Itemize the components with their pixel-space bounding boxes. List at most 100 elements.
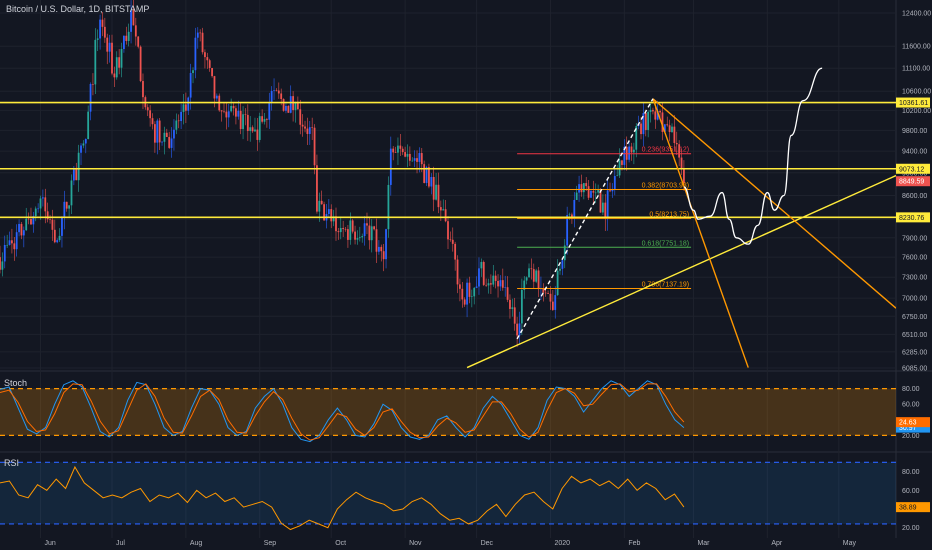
- candle-body: [389, 148, 392, 185]
- candle-body: [661, 112, 664, 132]
- candle-body: [280, 93, 283, 100]
- candle-body: [108, 42, 111, 52]
- candle-body: [301, 124, 304, 127]
- candle-body: [51, 219, 54, 230]
- level-tag-text: 8230.76: [899, 215, 924, 222]
- candle-body: [347, 229, 349, 240]
- candle-body: [318, 200, 321, 212]
- candle-body: [96, 38, 99, 40]
- candle-body: [258, 116, 261, 140]
- rsi-pane[interactable]: [0, 461, 896, 531]
- candle-body: [675, 142, 678, 145]
- candle-body: [46, 211, 49, 220]
- y-tick-label: 9000.00: [902, 170, 927, 177]
- candle-body: [606, 190, 609, 219]
- fib-label: 0.786(7137.19): [642, 281, 689, 288]
- candle-body: [311, 127, 314, 128]
- candle-body: [211, 67, 213, 77]
- candle-body: [649, 109, 652, 112]
- candle-body: [349, 220, 352, 240]
- y-tick-label: 11600.00: [902, 44, 931, 51]
- candle-body: [44, 197, 47, 212]
- candle-body: [220, 110, 223, 112]
- level-tag: [896, 97, 930, 108]
- candle-body: [332, 216, 335, 222]
- candle-body: [480, 261, 483, 269]
- candle-body: [72, 168, 75, 181]
- fib-label: 0.618(7751.18): [642, 240, 689, 247]
- candle-body: [671, 126, 673, 132]
- candle-body: [182, 104, 185, 112]
- level-tag: [896, 163, 930, 174]
- band-fill: [0, 462, 896, 524]
- last-price-tag-text: 8849.59: [899, 179, 924, 186]
- x-tick-label: Aug: [190, 540, 203, 547]
- candle-body: [399, 145, 402, 149]
- candle-body: [61, 217, 63, 236]
- candle-body: [335, 216, 337, 232]
- candle-body: [25, 218, 28, 231]
- candle-body: [444, 209, 447, 222]
- trendline: [652, 98, 896, 309]
- candle-body: [373, 226, 376, 230]
- candle-body: [656, 110, 659, 120]
- candle-body: [294, 101, 297, 111]
- candle-body: [652, 109, 654, 112]
- candle-body: [387, 184, 390, 230]
- candle-body: [165, 132, 168, 137]
- candle-body: [163, 132, 166, 142]
- candle-body: [180, 111, 183, 122]
- candle-body: [230, 105, 233, 112]
- series-RSI: [0, 465, 685, 531]
- candle-body: [511, 307, 514, 309]
- candle-body: [647, 111, 650, 130]
- candle-body: [578, 184, 580, 193]
- candle-body: [149, 110, 152, 119]
- candle-body: [204, 52, 206, 58]
- candle-body: [34, 208, 37, 217]
- candle-body: [544, 292, 547, 294]
- candle-body: [75, 168, 78, 181]
- candle-body: [339, 227, 342, 233]
- candle-body: [113, 73, 116, 78]
- candle-body: [416, 158, 418, 162]
- candle-body: [232, 105, 235, 109]
- x-tick-label: 2020: [554, 540, 570, 547]
- candle-body: [89, 84, 92, 112]
- candle-body: [487, 283, 490, 286]
- candle-body: [261, 116, 264, 122]
- candle-body: [296, 101, 299, 110]
- candle-body: [168, 136, 171, 148]
- candle-body: [668, 125, 671, 132]
- x-tick-label: Nov: [409, 540, 422, 547]
- y-tick-label: 7000.00: [902, 296, 927, 303]
- candle-body: [68, 205, 71, 209]
- candle-body: [18, 223, 20, 233]
- x-tick-label: Jun: [45, 540, 56, 547]
- candle-body: [327, 209, 330, 214]
- candle-body: [528, 268, 530, 278]
- candle-body: [82, 143, 85, 146]
- candle-body: [392, 148, 395, 153]
- candle-body: [156, 120, 159, 143]
- x-tick-label: May: [843, 540, 857, 547]
- candle-body: [551, 301, 554, 310]
- candle-body: [254, 129, 256, 132]
- candle-body: [239, 110, 242, 130]
- candle-body: [125, 35, 128, 41]
- candle-body: [478, 268, 480, 287]
- candle-body: [289, 96, 292, 113]
- candle-body: [599, 189, 602, 213]
- stoch-pane[interactable]: [0, 380, 896, 443]
- rsi-label: RSI: [4, 458, 20, 468]
- candle-body: [630, 146, 633, 153]
- candle-body: [356, 238, 359, 240]
- candle-body: [628, 146, 631, 160]
- price-pane[interactable]: 0.236(9351.12) 0.382(8703.93) 0.5(8213.75)…: [0, 0, 896, 369]
- candle-body: [513, 307, 516, 324]
- candle-body: [277, 90, 280, 94]
- candle-body: [463, 299, 466, 305]
- candle-body: [428, 167, 430, 187]
- candle-body: [41, 197, 44, 199]
